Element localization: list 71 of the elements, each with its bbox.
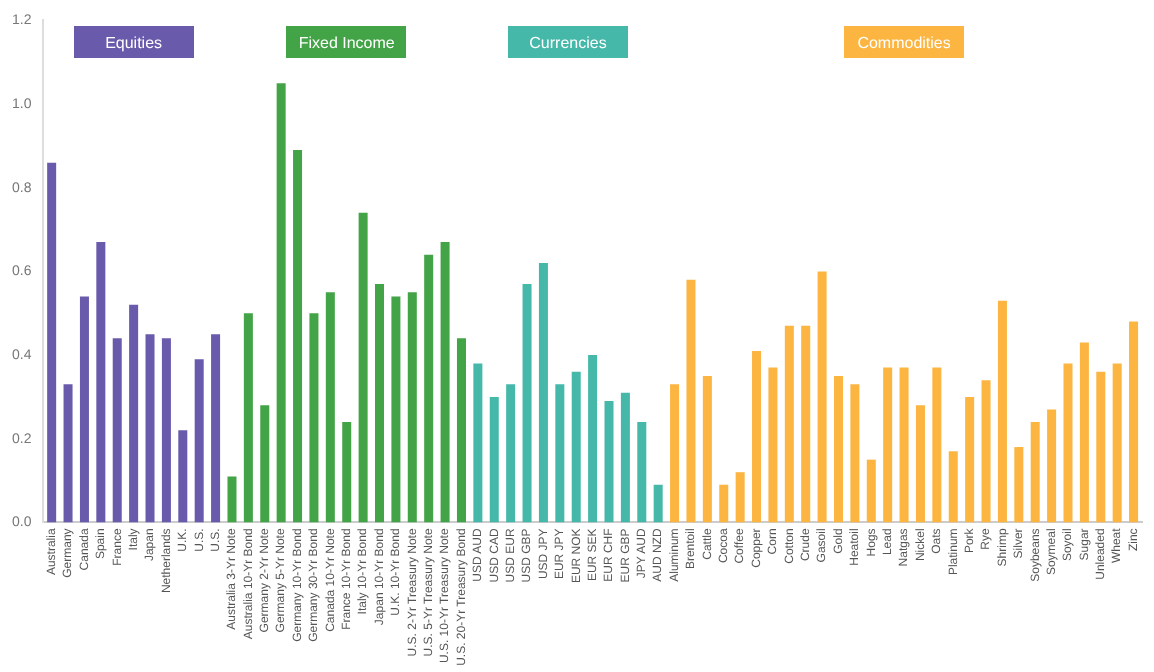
text: Fixed Income bbox=[286, 26, 407, 59]
bar bbox=[227, 476, 237, 523]
bar bbox=[79, 296, 89, 523]
bar bbox=[440, 242, 450, 523]
bar bbox=[1030, 421, 1040, 523]
bar bbox=[260, 405, 270, 523]
bar bbox=[211, 334, 221, 523]
bar bbox=[653, 484, 663, 523]
bar bbox=[522, 283, 532, 523]
bar bbox=[145, 334, 155, 523]
bar bbox=[866, 459, 876, 523]
bar bbox=[112, 338, 122, 523]
bar bbox=[96, 242, 106, 523]
text: Equities bbox=[73, 26, 194, 59]
bar bbox=[63, 384, 73, 523]
bar bbox=[981, 380, 991, 523]
bar bbox=[276, 83, 286, 523]
bar bbox=[424, 254, 434, 523]
bar bbox=[555, 384, 565, 523]
bar bbox=[817, 271, 827, 523]
bar bbox=[325, 292, 335, 523]
bar bbox=[1096, 371, 1106, 523]
bar bbox=[178, 430, 188, 523]
bar bbox=[965, 396, 975, 523]
bar bbox=[604, 401, 614, 523]
bar bbox=[883, 367, 893, 523]
bar bbox=[686, 279, 696, 523]
bar bbox=[620, 392, 630, 523]
bar bbox=[915, 405, 925, 523]
bar bbox=[161, 338, 171, 523]
bar bbox=[932, 367, 942, 523]
bar bbox=[293, 150, 303, 523]
bar bbox=[1047, 409, 1057, 523]
text: Currencies bbox=[508, 26, 628, 59]
bar bbox=[473, 363, 483, 523]
bar bbox=[506, 384, 516, 523]
bar bbox=[997, 300, 1007, 523]
bar bbox=[719, 484, 729, 523]
bar bbox=[899, 367, 909, 523]
bar bbox=[243, 313, 253, 523]
bar bbox=[588, 355, 598, 523]
bar bbox=[538, 263, 548, 523]
bar bbox=[735, 472, 745, 523]
bar bbox=[129, 304, 139, 523]
bar bbox=[850, 384, 860, 523]
bar bbox=[784, 325, 794, 523]
bar bbox=[456, 338, 466, 523]
bar bbox=[948, 451, 958, 523]
bar bbox=[342, 421, 352, 523]
bar bbox=[309, 313, 319, 523]
bar bbox=[391, 296, 401, 523]
bar bbox=[752, 350, 762, 523]
bar bbox=[1129, 321, 1139, 523]
bar bbox=[801, 325, 811, 523]
bar bbox=[194, 359, 204, 523]
text: Commodities bbox=[844, 26, 965, 59]
bar bbox=[47, 162, 57, 523]
bar bbox=[637, 421, 647, 523]
bar bbox=[571, 371, 581, 523]
bar bbox=[489, 396, 499, 523]
bar bbox=[768, 367, 778, 523]
bar bbox=[1014, 447, 1024, 523]
bar bbox=[1063, 363, 1073, 523]
bar bbox=[1112, 363, 1122, 523]
bar bbox=[834, 375, 844, 523]
bar bbox=[375, 283, 385, 523]
bar bbox=[358, 212, 368, 523]
bar bbox=[702, 375, 712, 523]
bar bbox=[407, 292, 417, 523]
bar bbox=[1079, 342, 1089, 523]
bar bbox=[670, 384, 680, 523]
